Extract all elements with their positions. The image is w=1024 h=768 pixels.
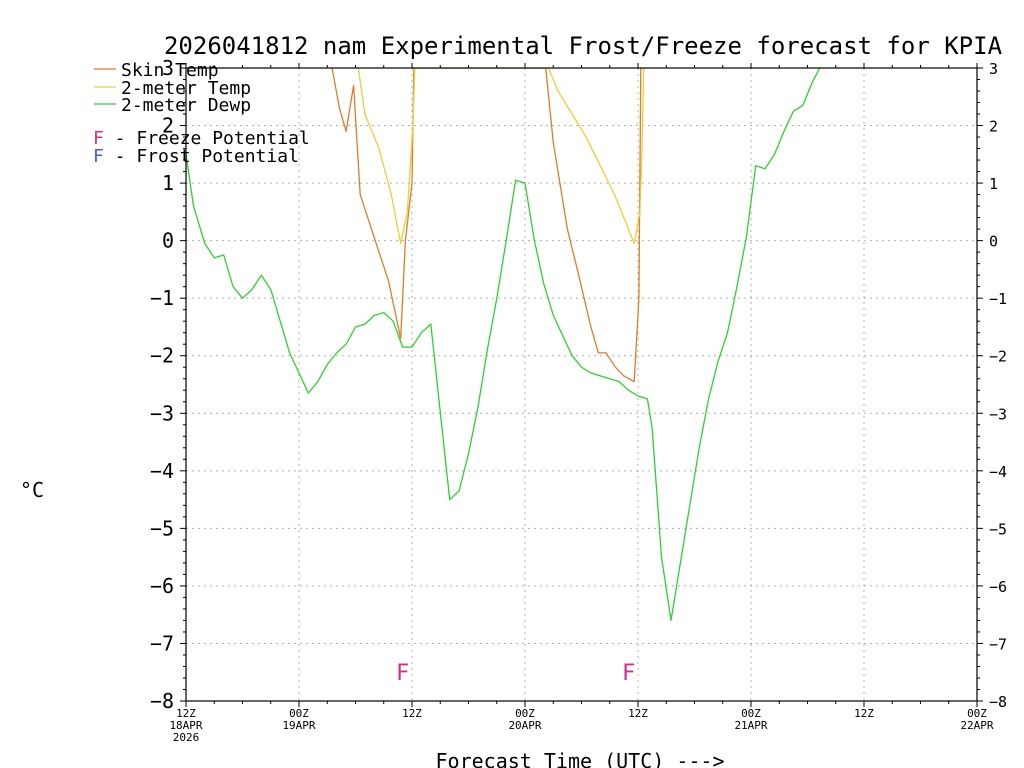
x-tick-label: 19APR <box>282 719 315 732</box>
x-tick-label: 12Z <box>402 707 422 720</box>
chart-title: 2026041812 nam Experimental Frost/Freeze… <box>164 32 1003 60</box>
y-tick-label-right: −6 <box>989 578 1007 596</box>
series-skin-temp <box>331 68 642 383</box>
freeze-note-text: - Freeze Potential <box>104 128 310 149</box>
y-tick-label-left: 0 <box>162 229 174 253</box>
legend-note-frost: F - Frost Potential <box>93 146 299 167</box>
y-tick-label-right: 0 <box>989 233 998 251</box>
x-axis-label: Forecast Time (UTC) ---> <box>436 749 725 768</box>
series-2-meter-dewp <box>186 68 821 622</box>
y-tick-label-left: −1 <box>150 286 174 310</box>
x-tick-label: 20APR <box>508 719 541 732</box>
axis-ticks: −8 −8 −7 −7 −6 −6 −5 −5 −4 −4 −3 −3 −2 −2 −1 −1 0 0 1 1 2 2 3 3… <box>150 56 1007 744</box>
y-tick-label-right: 1 <box>989 175 998 193</box>
y-tick-label-left: −8 <box>150 689 174 713</box>
y-tick-label-left: 2 <box>162 114 174 138</box>
x-tick-label: 12Z <box>854 707 874 720</box>
legend: Skin Temp 2-meter Temp 2-meter Dewp F - … <box>93 60 310 167</box>
x-tick-label: 00Z <box>289 707 309 720</box>
y-tick-label-right: −7 <box>989 635 1007 653</box>
y-tick-label-left: −5 <box>150 516 174 540</box>
frost-symbol: F <box>93 146 104 167</box>
y-tick-label-left: 3 <box>162 56 174 80</box>
legend-note-freeze: F - Freeze Potential <box>93 128 310 149</box>
freeze-potential-marker: F <box>622 661 635 686</box>
legend-label-skin-temp: Skin Temp <box>121 60 219 81</box>
x-tick-label: 12Z <box>628 707 648 720</box>
y-tick-label-right: −1 <box>989 290 1007 308</box>
legend-label-2m-dewp: 2-meter Dewp <box>121 95 251 116</box>
x-tick-label: 21APR <box>734 719 767 732</box>
series-2-meter-temp <box>357 68 645 245</box>
y-tick-label-left: −2 <box>150 344 174 368</box>
y-tick-label-right: 2 <box>989 118 998 136</box>
y-tick-label-right: −2 <box>989 348 1007 366</box>
series-lines <box>186 68 821 622</box>
y-tick-label-right: −3 <box>989 405 1007 423</box>
x-tick-label: 00Z <box>741 707 761 720</box>
y-tick-label-right: −5 <box>989 520 1007 538</box>
y-tick-label-right: −8 <box>989 693 1007 711</box>
y-tick-label-right: 3 <box>989 60 998 78</box>
y-tick-label-left: 1 <box>162 171 174 195</box>
x-tick-label: 22APR <box>960 719 993 732</box>
y-tick-label-left: −3 <box>150 401 174 425</box>
x-tick-label: 00Z <box>967 707 987 720</box>
x-tick-label: 00Z <box>515 707 535 720</box>
y-tick-label-left: −7 <box>150 631 174 655</box>
y-tick-label-right: −4 <box>989 463 1007 481</box>
freeze-potential-marker: F <box>396 661 409 686</box>
legend-label-2m-temp: 2-meter Temp <box>121 78 251 99</box>
x-tick-label: 18APR <box>169 719 202 732</box>
frost-note-text: - Frost Potential <box>104 146 299 167</box>
x-tick-label: 12Z <box>176 707 196 720</box>
freeze-symbol: F <box>93 128 104 149</box>
y-axis-label: °C <box>20 478 44 502</box>
y-tick-label-left: −6 <box>150 574 174 598</box>
x-tick-label: 2026 <box>173 731 200 744</box>
y-tick-label-left: −4 <box>150 459 174 483</box>
